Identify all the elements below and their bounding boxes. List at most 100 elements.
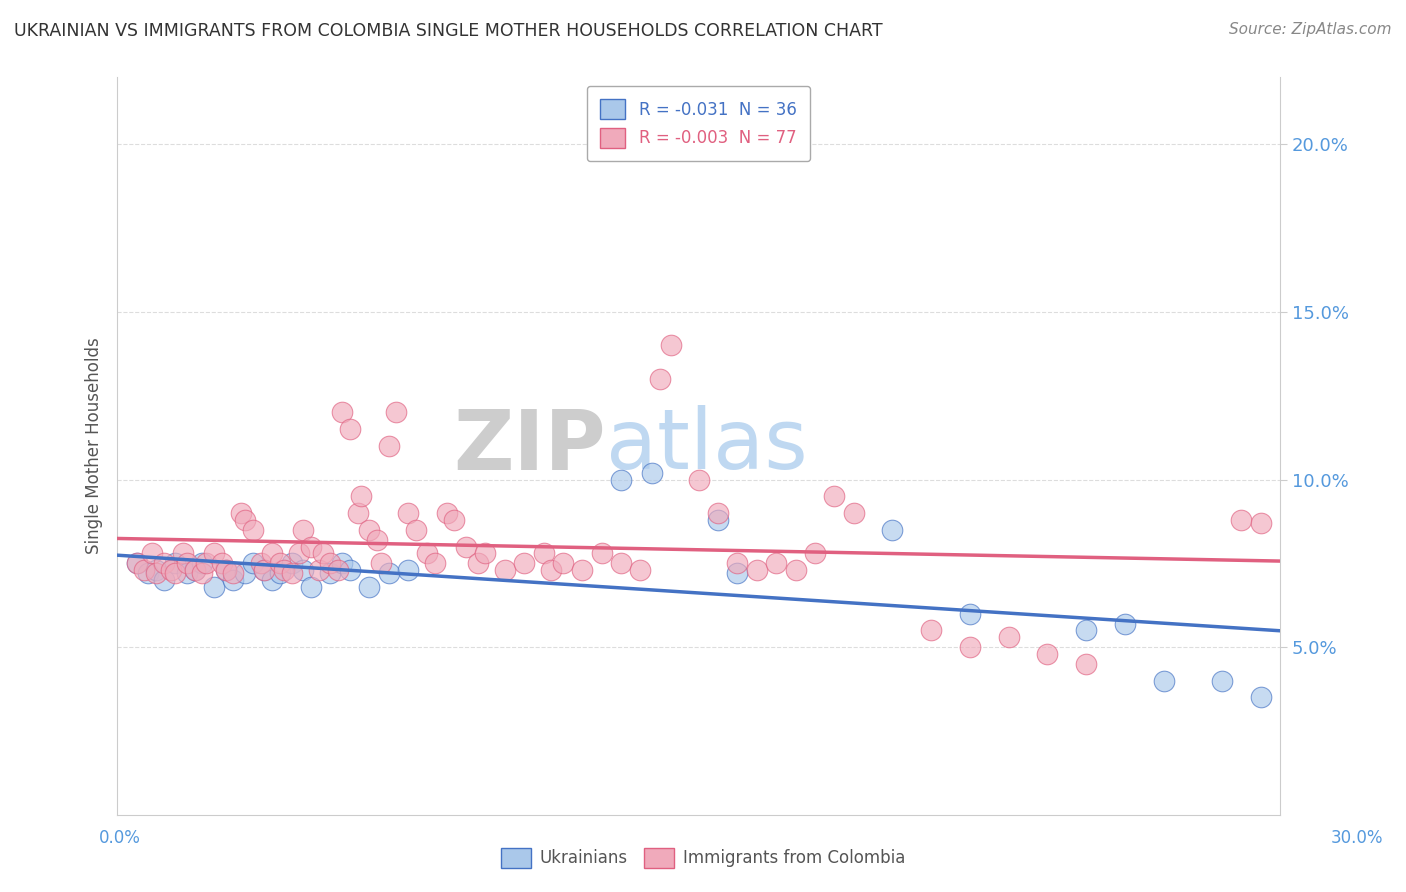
Point: [191, 566, 214, 581]
Point: [405, 523, 427, 537]
Point: [765, 556, 787, 570]
Point: [160, 563, 183, 577]
Point: [920, 624, 942, 638]
Point: [269, 556, 291, 570]
Point: [262, 573, 284, 587]
Point: [396, 563, 419, 577]
Point: [165, 556, 187, 570]
Point: [183, 563, 205, 577]
Point: [273, 563, 295, 577]
Point: [436, 506, 458, 520]
Point: [630, 563, 652, 577]
Point: [842, 506, 865, 520]
Point: [134, 563, 156, 577]
Point: [172, 546, 194, 560]
Point: [233, 566, 256, 581]
Point: [125, 556, 148, 570]
Point: [959, 607, 981, 621]
Text: UKRAINIAN VS IMMIGRANTS FROM COLOMBIA SINGLE MOTHER HOUSEHOLDS CORRELATION CHART: UKRAINIAN VS IMMIGRANTS FROM COLOMBIA SI…: [14, 22, 883, 40]
Point: [183, 563, 205, 577]
Point: [339, 563, 361, 577]
Point: [359, 580, 381, 594]
Point: [533, 546, 555, 560]
Legend: R = -0.031  N = 36, R = -0.003  N = 77: R = -0.031 N = 36, R = -0.003 N = 77: [588, 86, 810, 161]
Point: [152, 556, 174, 570]
Point: [1230, 513, 1253, 527]
Point: [280, 566, 302, 581]
Point: [330, 556, 353, 570]
Text: ZIP: ZIP: [453, 406, 606, 486]
Point: [467, 556, 489, 570]
Point: [292, 563, 315, 577]
Point: [288, 546, 311, 560]
Point: [202, 580, 225, 594]
Point: [195, 556, 218, 570]
Point: [725, 556, 748, 570]
Point: [231, 506, 253, 520]
Point: [366, 533, 388, 547]
Point: [707, 506, 730, 520]
Y-axis label: Single Mother Households: Single Mother Households: [86, 338, 103, 554]
Point: [823, 489, 845, 503]
Point: [211, 556, 233, 570]
Point: [804, 546, 827, 560]
Point: [1114, 616, 1136, 631]
Point: [443, 513, 465, 527]
Point: [591, 546, 613, 560]
Point: [215, 563, 238, 577]
Point: [785, 563, 807, 577]
Point: [145, 563, 167, 577]
Point: [1250, 516, 1272, 530]
Point: [145, 566, 167, 581]
Point: [513, 556, 536, 570]
Point: [648, 372, 671, 386]
Point: [1211, 673, 1233, 688]
Point: [385, 405, 408, 419]
Text: Source: ZipAtlas.com: Source: ZipAtlas.com: [1229, 22, 1392, 37]
Point: [176, 566, 198, 581]
Point: [202, 546, 225, 560]
Point: [1153, 673, 1175, 688]
Point: [326, 563, 349, 577]
Point: [249, 556, 271, 570]
Point: [233, 513, 256, 527]
Point: [959, 640, 981, 654]
Point: [222, 566, 245, 581]
Point: [141, 546, 163, 560]
Point: [1076, 624, 1098, 638]
Point: [269, 566, 291, 581]
Point: [280, 556, 302, 570]
Point: [311, 546, 333, 560]
Point: [346, 506, 368, 520]
Point: [997, 630, 1019, 644]
Point: [377, 566, 399, 581]
Text: atlas: atlas: [606, 406, 807, 486]
Point: [725, 566, 748, 581]
Point: [222, 573, 245, 587]
Point: [370, 556, 392, 570]
Point: [423, 556, 446, 570]
Point: [474, 546, 496, 560]
Point: [262, 546, 284, 560]
Text: 30.0%: 30.0%: [1330, 829, 1384, 847]
Point: [454, 540, 477, 554]
Point: [176, 556, 198, 570]
Point: [253, 563, 276, 577]
Text: 0.0%: 0.0%: [98, 829, 141, 847]
Point: [610, 556, 633, 570]
Point: [661, 338, 683, 352]
Point: [377, 439, 399, 453]
Point: [1076, 657, 1098, 671]
Point: [242, 556, 264, 570]
Point: [707, 513, 730, 527]
Point: [1250, 690, 1272, 705]
Point: [215, 563, 238, 577]
Point: [571, 563, 593, 577]
Point: [319, 566, 342, 581]
Point: [745, 563, 768, 577]
Point: [330, 405, 353, 419]
Point: [1036, 647, 1059, 661]
Point: [125, 556, 148, 570]
Point: [688, 473, 710, 487]
Point: [551, 556, 574, 570]
